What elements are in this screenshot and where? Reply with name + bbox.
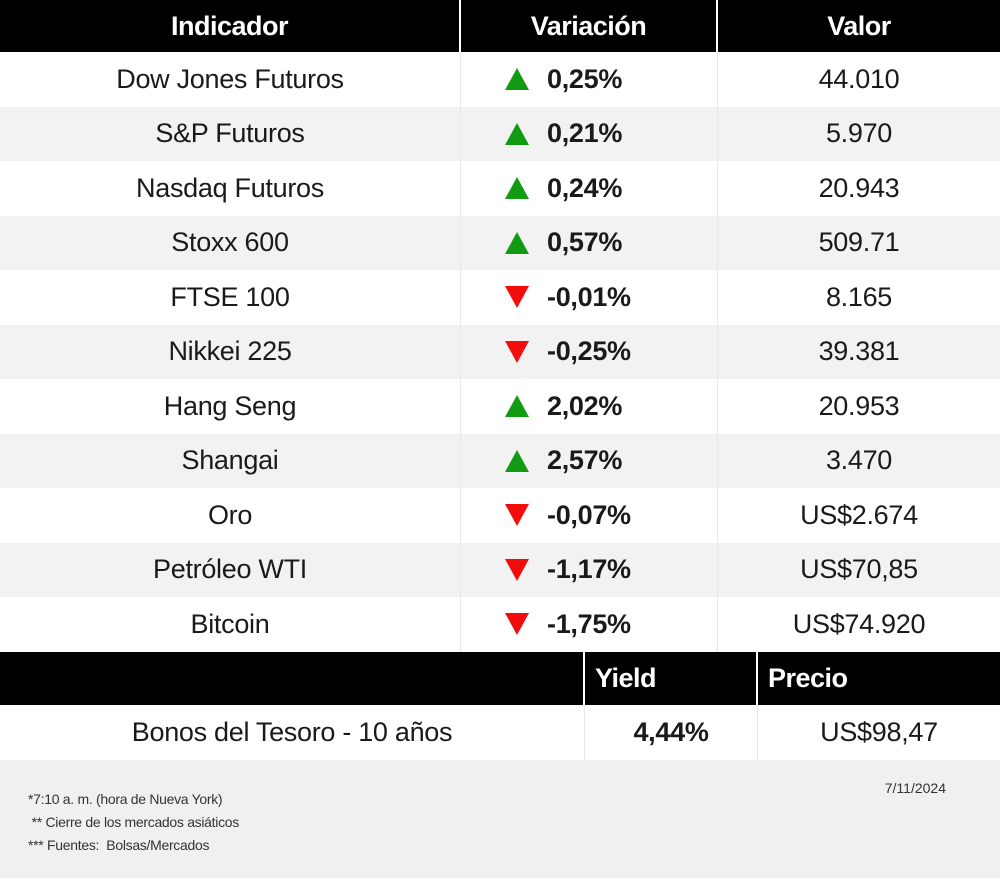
triangle-up-icon	[505, 231, 529, 254]
table-row: Petróleo WTI -1,17% US$70,85	[0, 542, 1000, 597]
variation-cell: 0,24%	[461, 161, 718, 216]
triangle-up-icon	[505, 395, 529, 418]
table-row: Dow Jones Futuros 0,25% 44.010	[0, 52, 1000, 107]
variation-value: -0,25%	[547, 336, 631, 367]
variation-cell: 0,25%	[461, 52, 718, 107]
indicator-name: Shangai	[0, 433, 461, 488]
variation-value: -1,75%	[547, 608, 631, 639]
variation-cell: -1,75%	[461, 597, 718, 652]
value-cell: 44.010	[818, 63, 900, 94]
value-cell: 20.953	[818, 390, 900, 421]
bond-price: US$98,47	[820, 717, 938, 747]
table-row: Nasdaq Futuros 0,24% 20.943	[0, 161, 1000, 216]
variation-value: 0,57%	[547, 227, 623, 258]
header-precio: Precio	[768, 663, 848, 693]
value-cell: US$70,85	[800, 554, 918, 585]
footnote-time: *7:10 a. m. (hora de Nueva York)	[28, 791, 223, 807]
variation-value: -0,07%	[547, 499, 631, 530]
variation-cell: -1,17%	[461, 542, 718, 597]
table-row: Bitcoin -1,75% US$74.920	[0, 597, 1000, 652]
footnote-asia: ** Cierre de los mercados asiáticos	[28, 814, 240, 830]
header-yield: Yield	[585, 652, 758, 705]
bond-yield: 4,44%	[585, 705, 758, 760]
indicator-name: Oro	[0, 488, 461, 543]
header-variacion: Variación	[461, 0, 718, 52]
variation-value: 0,24%	[547, 172, 623, 203]
table-row: S&P Futuros 0,21% 5.970	[0, 106, 1000, 161]
table-row: Stoxx 600 0,57% 509.71	[0, 215, 1000, 270]
value-cell: US$2.674	[800, 499, 918, 530]
value-cell: 8.165	[825, 281, 893, 312]
header-valor: Valor	[827, 10, 891, 41]
triangle-down-icon	[505, 558, 529, 581]
footer: *7:10 a. m. (hora de Nueva York) ** Cier…	[0, 760, 1000, 878]
triangle-down-icon	[505, 340, 529, 363]
value-cell: US$74.920	[792, 608, 926, 639]
bonds-header-blank	[0, 652, 585, 705]
table-row: Hang Seng 2,02% 20.953	[0, 379, 1000, 434]
footnotes: *7:10 a. m. (hora de Nueva York) ** Cier…	[28, 788, 239, 857]
value-cell: 39.381	[818, 336, 900, 367]
value-cell: 5.970	[825, 118, 893, 149]
indicator-name: Dow Jones Futuros	[0, 52, 461, 107]
table-row: Shangai 2,57% 3.470	[0, 433, 1000, 488]
bonds-header: Yield Precio	[0, 652, 1000, 705]
triangle-up-icon	[505, 449, 529, 472]
variation-cell: 2,57%	[461, 433, 718, 488]
variation-value: 0,25%	[547, 63, 623, 94]
variation-cell: -0,07%	[461, 488, 718, 543]
triangle-down-icon	[505, 613, 529, 636]
indicator-name: Petróleo WTI	[0, 542, 461, 597]
variation-cell: 2,02%	[461, 379, 718, 434]
value-cell: 509.71	[818, 227, 900, 258]
triangle-up-icon	[505, 122, 529, 145]
footnote-sources: *** Fuentes: Bolsas/Mercados	[28, 837, 210, 853]
variation-cell: -0,01%	[461, 270, 718, 325]
bond-name: Bonos del Tesoro - 10 años	[0, 705, 585, 760]
indicator-name: Stoxx 600	[0, 215, 461, 270]
indicator-name: Hang Seng	[0, 379, 461, 434]
table-row: Nikkei 225 -0,25% 39.381	[0, 324, 1000, 379]
indicator-name: Nikkei 225	[0, 324, 461, 379]
indicator-name: Bitcoin	[0, 597, 461, 652]
triangle-up-icon	[505, 68, 529, 91]
variation-value: 2,57%	[547, 445, 623, 476]
table-row: FTSE 100 -0,01% 8.165	[0, 270, 1000, 325]
triangle-up-icon	[505, 177, 529, 200]
table-body: Dow Jones Futuros 0,25% 44.010 S&P Futuros 0…	[0, 52, 1000, 652]
indicator-name: FTSE 100	[0, 270, 461, 325]
date: 7/11/2024	[884, 780, 946, 796]
variation-value: -0,01%	[547, 281, 631, 312]
variation-value: -1,17%	[547, 554, 631, 585]
indicator-name: S&P Futuros	[0, 106, 461, 161]
variation-cell: 0,21%	[461, 106, 718, 161]
variation-cell: 0,57%	[461, 215, 718, 270]
variation-value: 2,02%	[547, 390, 623, 421]
value-cell: 20.943	[818, 172, 900, 203]
header-indicador: Indicador	[0, 0, 461, 52]
value-cell: 3.470	[825, 445, 893, 476]
bond-row: Bonos del Tesoro - 10 años 4,44% US$98,4…	[0, 705, 1000, 760]
table-row: Oro -0,07% US$2.674	[0, 488, 1000, 543]
variation-value: 0,21%	[547, 118, 623, 149]
triangle-down-icon	[505, 504, 529, 527]
variation-cell: -0,25%	[461, 324, 718, 379]
indicator-name: Nasdaq Futuros	[0, 161, 461, 216]
table-header: Indicador Variación Valor	[0, 0, 1000, 52]
triangle-down-icon	[505, 286, 529, 309]
